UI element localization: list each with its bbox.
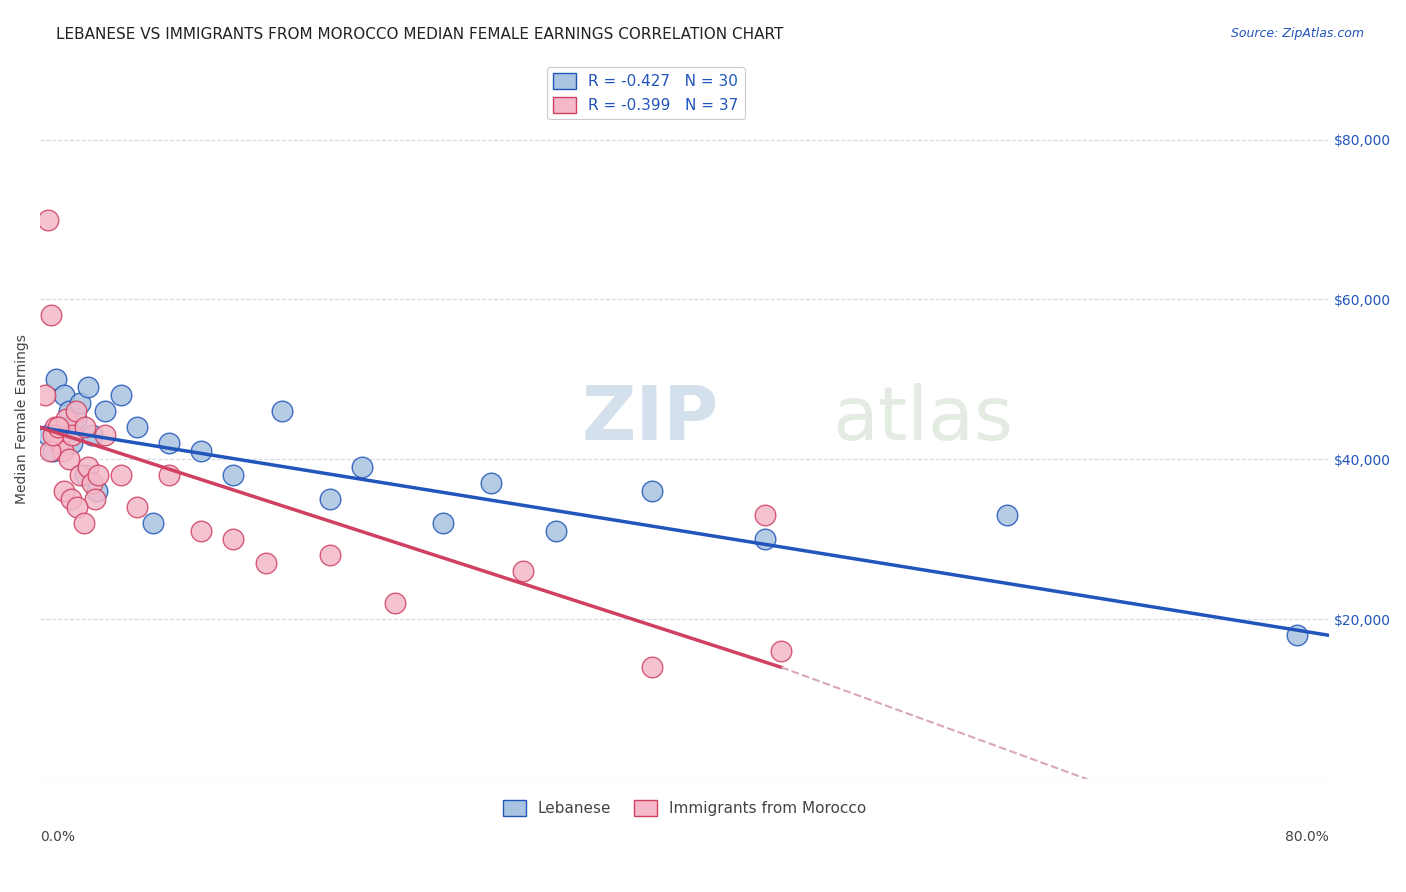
Point xyxy=(157,468,180,483)
Point xyxy=(770,644,793,658)
Point xyxy=(37,428,59,442)
Point xyxy=(69,396,91,410)
Point xyxy=(60,436,83,450)
Point xyxy=(53,484,76,499)
Point xyxy=(46,420,69,434)
Point xyxy=(270,404,292,418)
Point xyxy=(190,444,212,458)
Point xyxy=(34,388,56,402)
Point xyxy=(432,516,454,531)
Point xyxy=(544,524,567,539)
Point xyxy=(55,412,77,426)
Point xyxy=(319,549,342,563)
Text: ZIP: ZIP xyxy=(582,383,718,456)
Point xyxy=(80,476,103,491)
Point xyxy=(65,412,87,426)
Legend: Lebanese, Immigrants from Morocco: Lebanese, Immigrants from Morocco xyxy=(496,794,873,822)
Point xyxy=(86,484,108,499)
Point xyxy=(754,508,776,523)
Point xyxy=(995,508,1018,523)
Point xyxy=(87,468,110,483)
Point xyxy=(254,557,277,571)
Point xyxy=(69,468,91,483)
Point xyxy=(479,476,502,491)
Y-axis label: Median Female Earnings: Median Female Earnings xyxy=(15,334,30,504)
Point xyxy=(60,428,83,442)
Point xyxy=(384,596,406,610)
Point xyxy=(641,484,664,499)
Point xyxy=(77,380,100,394)
Point xyxy=(754,533,776,547)
Text: 0.0%: 0.0% xyxy=(41,830,75,844)
Point xyxy=(37,212,59,227)
Point xyxy=(222,468,245,483)
Point xyxy=(77,460,100,475)
Point xyxy=(75,420,97,434)
Point xyxy=(41,309,63,323)
Point xyxy=(352,460,374,475)
Point xyxy=(157,436,180,450)
Point xyxy=(110,388,132,402)
Point xyxy=(38,444,60,458)
Point xyxy=(512,565,534,579)
Text: Source: ZipAtlas.com: Source: ZipAtlas.com xyxy=(1230,27,1364,40)
Point xyxy=(93,404,115,418)
Point xyxy=(83,492,105,507)
Point xyxy=(48,436,70,450)
Point xyxy=(190,524,212,539)
Point xyxy=(45,372,67,386)
Text: 80.0%: 80.0% xyxy=(1285,830,1329,844)
Point xyxy=(125,420,148,434)
Point xyxy=(44,420,66,434)
Point xyxy=(80,428,103,442)
Point xyxy=(222,533,245,547)
Point xyxy=(42,428,65,442)
Point xyxy=(93,428,115,442)
Point xyxy=(142,516,165,531)
Point xyxy=(66,500,89,515)
Point xyxy=(59,492,82,507)
Point xyxy=(110,468,132,483)
Point xyxy=(72,516,94,531)
Point xyxy=(319,492,342,507)
Text: atlas: atlas xyxy=(832,383,1014,456)
Point xyxy=(75,468,97,483)
Point xyxy=(42,444,65,458)
Point xyxy=(125,500,148,515)
Point xyxy=(48,420,70,434)
Point xyxy=(641,660,664,674)
Point xyxy=(1285,628,1308,642)
Point xyxy=(45,428,67,442)
Point xyxy=(52,444,75,458)
Point xyxy=(58,404,80,418)
Point xyxy=(53,388,76,402)
Text: LEBANESE VS IMMIGRANTS FROM MOROCCO MEDIAN FEMALE EARNINGS CORRELATION CHART: LEBANESE VS IMMIGRANTS FROM MOROCCO MEDI… xyxy=(56,27,783,42)
Point xyxy=(65,404,87,418)
Point xyxy=(58,452,80,467)
